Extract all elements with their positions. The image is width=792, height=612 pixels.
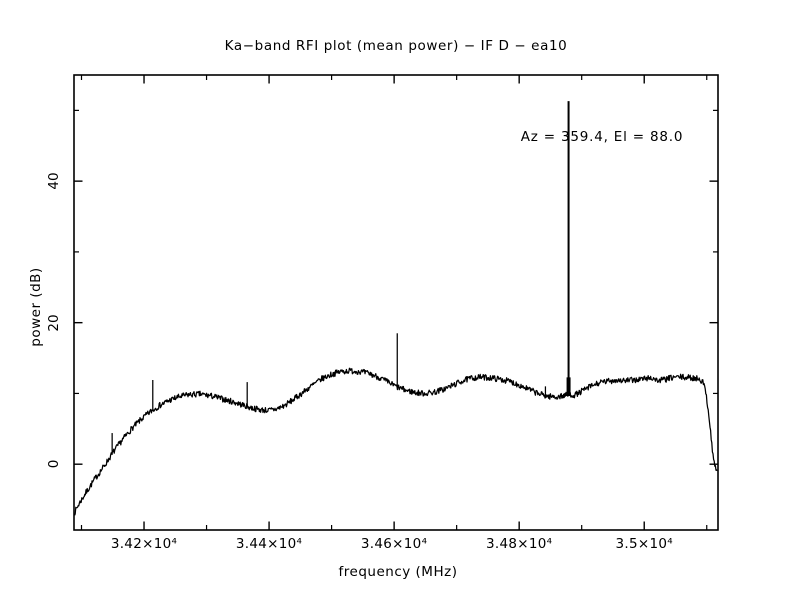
chart-title: Ka−band RFI plot (mean power) − IF D − e… [224,38,568,54]
y-tick-label: 0 [46,459,62,469]
plot-frame [73,74,719,531]
x-tick-label: 3.48×10⁴ [485,536,553,552]
x-tick-label: 3.46×10⁴ [360,536,428,552]
x-axis-label: frequency (MHz) [338,564,458,580]
az-el-annotation: Az = 359.4, El = 88.0 [520,129,684,145]
spectrum-trace [74,367,718,516]
y-tick-label: 20 [46,314,62,332]
y-axis-label: power (dB) [28,267,44,347]
x-tick-label: 3.42×10⁴ [110,536,178,552]
y-tick-label: 40 [46,172,62,190]
x-tick-label: 3.5×10⁴ [615,536,673,552]
x-tick-label: 3.44×10⁴ [235,536,303,552]
